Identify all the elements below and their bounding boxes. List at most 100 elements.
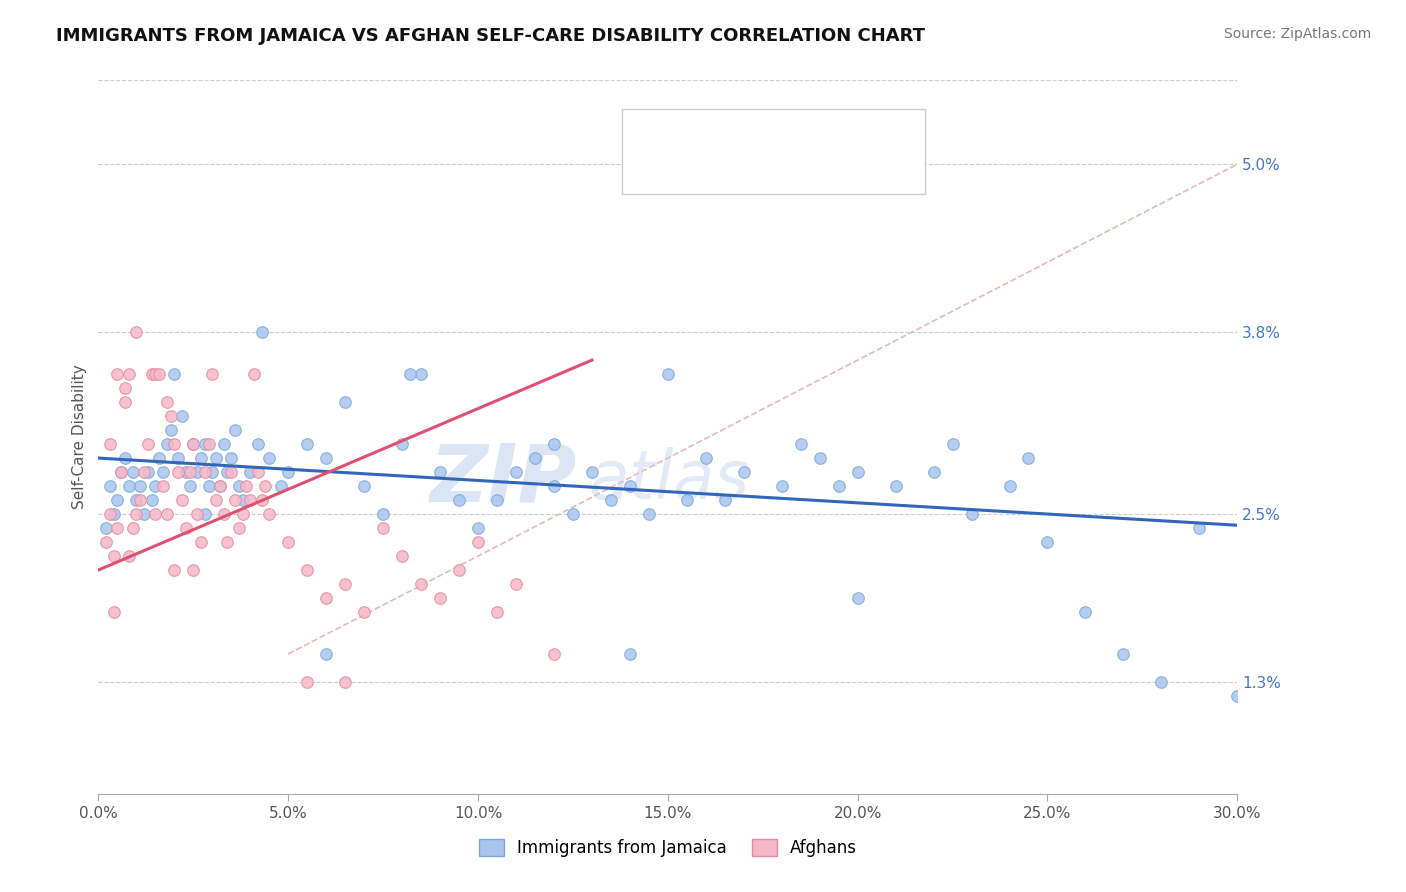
Point — [174, 465, 197, 479]
Point — [250, 493, 273, 508]
Point — [846, 465, 869, 479]
Point — [315, 591, 337, 605]
Point — [190, 451, 212, 466]
Point — [145, 367, 167, 381]
Point — [505, 577, 527, 591]
Point — [167, 465, 190, 479]
Point — [884, 479, 907, 493]
Point — [141, 493, 163, 508]
Point — [148, 451, 170, 466]
Point — [136, 437, 159, 451]
Point — [107, 521, 129, 535]
Point — [543, 437, 565, 451]
Point — [186, 465, 208, 479]
Point — [828, 479, 851, 493]
Point — [114, 395, 136, 409]
Point — [103, 549, 125, 563]
Point — [224, 423, 246, 437]
Point — [1036, 535, 1059, 549]
Point — [467, 535, 489, 549]
Point — [638, 507, 661, 521]
Bar — [637, 119, 678, 145]
Point — [277, 535, 299, 549]
Point — [107, 493, 129, 508]
Point — [98, 507, 121, 521]
Point — [103, 507, 125, 521]
Point — [190, 535, 212, 549]
Point — [790, 437, 813, 451]
Point — [411, 367, 433, 381]
Point — [179, 479, 201, 493]
Point — [1226, 689, 1249, 703]
Point — [197, 437, 219, 451]
Point — [486, 493, 509, 508]
Point — [846, 591, 869, 605]
Point — [194, 437, 217, 451]
Point — [297, 675, 319, 690]
Point — [270, 479, 292, 493]
Point — [1150, 675, 1173, 690]
Point — [156, 437, 179, 451]
Point — [315, 451, 337, 466]
Point — [297, 437, 319, 451]
Point — [114, 451, 136, 466]
Point — [110, 465, 132, 479]
Point — [125, 325, 148, 339]
Point — [129, 479, 152, 493]
Point — [179, 465, 201, 479]
Point — [243, 367, 266, 381]
Point — [1074, 605, 1097, 619]
Point — [186, 507, 208, 521]
Point — [94, 521, 117, 535]
Point — [159, 409, 181, 423]
Point — [129, 493, 152, 508]
Point — [239, 465, 262, 479]
Point — [695, 451, 717, 466]
Point — [121, 465, 143, 479]
Text: ZIP: ZIP — [429, 441, 576, 519]
Point — [145, 479, 167, 493]
Point — [998, 479, 1021, 493]
Point — [246, 437, 269, 451]
Point — [194, 465, 217, 479]
Point — [224, 493, 246, 508]
Point — [136, 465, 159, 479]
Point — [297, 563, 319, 577]
Point — [770, 479, 793, 493]
Text: R =: R = — [693, 162, 730, 177]
Point — [429, 591, 451, 605]
Point — [212, 437, 235, 451]
Point — [733, 465, 755, 479]
Y-axis label: Self-Care Disability: Self-Care Disability — [72, 365, 87, 509]
Point — [391, 437, 413, 451]
Point — [205, 451, 228, 466]
Point — [543, 647, 565, 661]
Point — [194, 507, 217, 521]
Point — [118, 479, 141, 493]
Point — [125, 507, 148, 521]
Point — [391, 549, 413, 563]
Point — [94, 535, 117, 549]
Point — [942, 437, 965, 451]
Point — [183, 437, 205, 451]
Point — [524, 451, 547, 466]
Text: N = 70: N = 70 — [825, 162, 880, 177]
Text: 0.301: 0.301 — [748, 162, 803, 177]
Text: N = 89: N = 89 — [825, 125, 880, 139]
Text: R =: R = — [693, 125, 730, 139]
Point — [250, 325, 273, 339]
Point — [118, 367, 141, 381]
Point — [486, 605, 509, 619]
Point — [398, 367, 420, 381]
Point — [335, 395, 357, 409]
Text: atlas: atlas — [588, 447, 749, 513]
Text: IMMIGRANTS FROM JAMAICA VS AFGHAN SELF-CARE DISABILITY CORRELATION CHART: IMMIGRANTS FROM JAMAICA VS AFGHAN SELF-C… — [56, 27, 925, 45]
Point — [676, 493, 699, 508]
Point — [467, 521, 489, 535]
Point — [221, 465, 243, 479]
Point — [808, 451, 831, 466]
Point — [114, 381, 136, 395]
Point — [110, 465, 132, 479]
Point — [228, 479, 250, 493]
Point — [201, 465, 224, 479]
